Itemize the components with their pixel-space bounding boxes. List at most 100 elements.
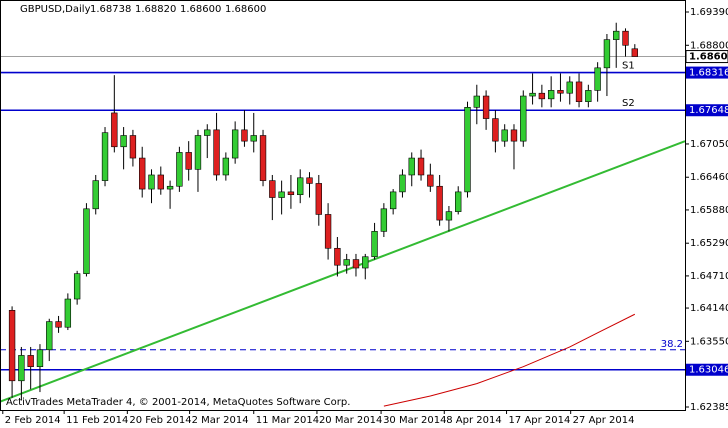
- header-value: 1.68600: [225, 4, 266, 15]
- y-tick-label: 1.63550: [690, 336, 728, 347]
- level-label-box: [686, 104, 728, 117]
- level-name: S1: [622, 61, 635, 72]
- candle-body: [287, 191, 295, 196]
- candle-body: [492, 118, 499, 142]
- symbol-title: GBPUSD,Daily: [20, 4, 91, 15]
- candle-body: [510, 129, 518, 142]
- candle-body: [585, 90, 592, 102]
- candle-body: [306, 177, 313, 184]
- x-tick-label: 8 Apr 2014: [446, 415, 501, 426]
- y-tick-label: 1.69390: [690, 7, 728, 18]
- candle-body: [55, 321, 62, 328]
- candle-body: [566, 81, 573, 94]
- candle-body: [389, 191, 397, 210]
- level-label-box: [686, 363, 728, 376]
- x-tick-label: 11 Mar 2014: [256, 415, 319, 426]
- candle-body: [36, 349, 44, 367]
- candle-body: [194, 135, 202, 170]
- price-label-box: [685, 50, 728, 64]
- candle-body: [111, 112, 118, 148]
- candle-body: [547, 90, 555, 100]
- candle-body: [231, 129, 239, 159]
- candle-body: [204, 129, 211, 136]
- candle-body: [269, 180, 276, 198]
- candle-body: [250, 135, 257, 142]
- candle-body: [455, 191, 462, 212]
- x-tick-label: 2 Mar 2014: [192, 415, 249, 426]
- candle-body: [501, 129, 508, 142]
- candle-body: [613, 30, 620, 40]
- level-name: S2: [622, 98, 635, 109]
- y-tick-label: 1.64140: [690, 303, 728, 314]
- x-tick-label: 20 Feb 2014: [129, 415, 191, 426]
- candle-body: [176, 152, 183, 187]
- candle-body: [148, 174, 155, 190]
- candle-body: [278, 191, 285, 198]
- candle-body: [529, 92, 536, 97]
- candle-body: [352, 259, 360, 269]
- trendline: [0, 140, 685, 403]
- price-label: 1.68600: [689, 52, 728, 63]
- candle-body: [101, 132, 109, 181]
- candle-body: [139, 157, 146, 190]
- candle-body: [557, 90, 564, 94]
- candle-body: [575, 81, 583, 102]
- candle-body: [222, 157, 230, 176]
- candle-body: [8, 310, 16, 382]
- candle-body: [297, 177, 304, 196]
- candle-body: [213, 129, 220, 176]
- candle-body: [362, 256, 369, 269]
- x-tick-label: 20 Mar 2014: [319, 415, 382, 426]
- candle-body: [46, 321, 53, 351]
- level-label-box: [686, 66, 728, 79]
- candle-body: [92, 180, 99, 210]
- candle-body: [473, 95, 480, 108]
- header-value: 1.68820: [135, 4, 176, 15]
- candle-body: [538, 92, 546, 100]
- level-label: 1.63046: [689, 365, 728, 376]
- level-label: 1.68316: [689, 68, 728, 79]
- y-tick-label: 1.67050: [690, 139, 728, 150]
- candle-body: [622, 30, 629, 46]
- candle-body: [603, 39, 611, 69]
- candle-body: [166, 185, 174, 190]
- candle-body: [64, 298, 72, 328]
- candle-body: [27, 355, 34, 367]
- candle-body: [83, 208, 90, 274]
- candle-body: [417, 157, 425, 176]
- candle-body: [399, 174, 406, 193]
- candle-body: [380, 208, 388, 232]
- moving-average: [383, 313, 636, 407]
- fibo-label: 38.2: [661, 339, 683, 350]
- level-label: 1.67648: [689, 105, 728, 116]
- candle-body: [241, 129, 248, 142]
- y-tick-label: 1.64710: [690, 271, 728, 282]
- x-tick-label: 11 Feb 2014: [66, 415, 128, 426]
- candle-body: [482, 95, 490, 119]
- candle-body: [594, 67, 601, 91]
- x-tick-label: 2 Feb 2014: [5, 415, 61, 426]
- candle-body: [334, 247, 341, 266]
- candle-body: [464, 107, 471, 193]
- y-tick-label: 1.66460: [690, 172, 728, 183]
- plot-area: [0, 22, 685, 407]
- footer: ActivTrades MetaTrader 4, © 2001-2014, M…: [6, 397, 350, 408]
- candle-body: [259, 135, 267, 181]
- y-tick-label: 1.65290: [690, 238, 728, 249]
- candle-body: [18, 355, 25, 382]
- x-tick-label: 17 Apr 2014: [509, 415, 571, 426]
- x-tick-label: 27 Apr 2014: [573, 415, 635, 426]
- header-value: 1.68738: [90, 4, 131, 15]
- header-value: 1.68600: [180, 4, 221, 15]
- candle-body: [157, 174, 164, 190]
- candle-body: [315, 183, 322, 215]
- y-tick-label: 1.62385: [690, 402, 728, 413]
- plot-border: [0, 0, 686, 411]
- candle-body: [185, 152, 192, 170]
- candle-body: [520, 95, 527, 142]
- x-tick-label: 30 Mar 2014: [383, 415, 446, 426]
- candle-body: [324, 214, 332, 249]
- candle-body: [445, 211, 453, 221]
